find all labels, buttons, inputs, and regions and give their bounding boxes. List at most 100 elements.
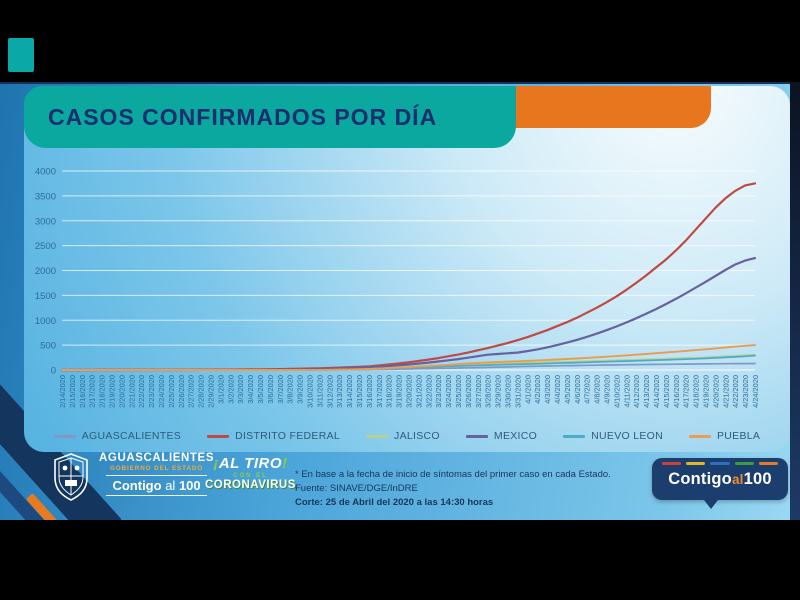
coat-of-arms-icon — [54, 453, 88, 501]
legend-label: MEXICO — [493, 430, 538, 442]
note-basis: * En base a la fecha de inicio de síntom… — [295, 469, 611, 480]
svg-text:3/10/2020: 3/10/2020 — [306, 375, 315, 408]
svg-text:2/22/2020: 2/22/2020 — [137, 375, 146, 408]
svg-text:3/3/2020: 3/3/2020 — [236, 375, 245, 404]
svg-text:4/3/2020: 4/3/2020 — [543, 375, 552, 404]
svg-text:4/13/2020: 4/13/2020 — [642, 375, 651, 408]
svg-text:4/7/2020: 4/7/2020 — [583, 375, 592, 404]
gov-tagline-contigo: Contigo — [112, 478, 162, 493]
svg-text:2/27/2020: 2/27/2020 — [187, 375, 196, 408]
campaign-altiro: AL TIRO — [218, 455, 283, 472]
legend-swatch-icon — [563, 434, 586, 438]
svg-text:2/29/2020: 2/29/2020 — [207, 375, 216, 408]
svg-text:3/24/2020: 3/24/2020 — [444, 375, 453, 408]
svg-text:4/10/2020: 4/10/2020 — [612, 375, 621, 408]
svg-text:1500: 1500 — [35, 291, 56, 302]
svg-text:4/1/2020: 4/1/2020 — [523, 375, 532, 404]
deco-teal-chip — [8, 38, 34, 72]
title-bar: CASOS CONFIRMADOS POR DÍA — [24, 86, 516, 148]
campaign-close-ex: ! — [282, 455, 288, 472]
page-title: CASOS CONFIRMADOS POR DÍA — [48, 103, 438, 130]
svg-text:3/11/2020: 3/11/2020 — [315, 375, 324, 407]
legend-item: DISTRITO FEDERAL — [207, 430, 340, 442]
svg-text:4/4/2020: 4/4/2020 — [553, 375, 562, 404]
svg-text:3/21/2020: 3/21/2020 — [414, 375, 423, 408]
svg-text:2/26/2020: 2/26/2020 — [177, 375, 186, 408]
legend-swatch-icon — [689, 434, 711, 438]
svg-text:4/5/2020: 4/5/2020 — [563, 375, 572, 404]
svg-text:4/19/2020: 4/19/2020 — [702, 375, 711, 408]
legend-item: AGUASCALIENTES — [53, 430, 182, 442]
svg-text:3/12/2020: 3/12/2020 — [325, 375, 334, 408]
svg-text:2500: 2500 — [35, 241, 56, 252]
svg-text:4/20/2020: 4/20/2020 — [711, 375, 720, 408]
svg-text:3/27/2020: 3/27/2020 — [474, 375, 483, 408]
svg-text:4/12/2020: 4/12/2020 — [632, 375, 641, 408]
accent-bar — [505, 86, 711, 128]
gov-subtitle-label: GOBIERNO DEL ESTADO — [109, 465, 204, 472]
government-logo-text: AGUASCALIENTES GOBIERNO DEL ESTADO Conti… — [99, 452, 214, 496]
svg-text:3/8/2020: 3/8/2020 — [286, 375, 295, 404]
svg-text:3/23/2020: 3/23/2020 — [434, 375, 443, 408]
svg-text:4/8/2020: 4/8/2020 — [593, 375, 602, 404]
legend-label: NUEVO LEON — [591, 430, 663, 442]
note-cutoff: Corte: 25 de Abril del 2020 a las 14:30 … — [295, 497, 494, 508]
badge-al: al — [731, 472, 744, 487]
chart-legend: AGUASCALIENTES DISTRITO FEDERAL JALISCO MEX… — [24, 430, 790, 442]
svg-text:4/6/2020: 4/6/2020 — [573, 375, 582, 404]
legend-swatch-icon — [207, 434, 230, 438]
legend-item: JALISCO — [366, 430, 440, 442]
gov-state-label: AGUASCALIENTES — [99, 452, 215, 464]
svg-text:3/6/2020: 3/6/2020 — [266, 375, 275, 404]
legend-swatch-icon — [53, 434, 76, 438]
svg-text:2/23/2020: 2/23/2020 — [147, 375, 156, 408]
badge-contigo: Contigo — [668, 470, 732, 488]
svg-text:3/4/2020: 3/4/2020 — [246, 375, 255, 404]
legend-label: AGUASCALIENTES — [81, 430, 182, 442]
svg-text:3/16/2020: 3/16/2020 — [365, 375, 374, 408]
badge-100: 100 — [743, 470, 772, 488]
badge-dash-icon — [710, 462, 730, 465]
badge-dash-icon — [662, 462, 682, 465]
svg-text:3/2/2020: 3/2/2020 — [226, 375, 235, 404]
svg-text:3/17/2020: 3/17/2020 — [375, 375, 384, 408]
chart-svg: 0 500 1000 1500 2000 2500 3000 3500 4000 2/14/202… — [35, 167, 760, 408]
svg-text:2/20/2020: 2/20/2020 — [117, 375, 126, 408]
svg-text:4/11/2020: 4/11/2020 — [622, 375, 631, 407]
campaign-line2: CON EL — [233, 472, 268, 479]
svg-text:4/15/2020: 4/15/2020 — [662, 375, 671, 408]
source-notes: * En base a la fecha de inicio de síntom… — [295, 468, 611, 510]
svg-text:2/21/2020: 2/21/2020 — [127, 375, 136, 408]
svg-text:3/20/2020: 3/20/2020 — [405, 375, 414, 408]
svg-text:2/25/2020: 2/25/2020 — [167, 375, 176, 408]
deco-right-strip — [790, 82, 800, 520]
svg-text:3/25/2020: 3/25/2020 — [454, 375, 463, 408]
svg-text:3/14/2020: 3/14/2020 — [345, 375, 354, 408]
slide: 0 500 1000 1500 2000 2500 3000 3500 4000 2/14/202… — [0, 82, 790, 520]
svg-text:3/1/2020: 3/1/2020 — [216, 375, 225, 404]
svg-text:3/15/2020: 3/15/2020 — [355, 375, 364, 408]
badge-dash-icon — [758, 462, 779, 465]
campaign-line1: ¡AL TIRO! — [205, 456, 296, 472]
svg-text:3/29/2020: 3/29/2020 — [494, 375, 503, 408]
svg-text:4000: 4000 — [35, 167, 56, 178]
note-source: Fuente: SINAVE/DGE/InDRE — [295, 483, 418, 494]
svg-text:3/5/2020: 3/5/2020 — [256, 375, 265, 404]
svg-text:2/24/2020: 2/24/2020 — [157, 375, 166, 408]
svg-text:3/26/2020: 3/26/2020 — [464, 375, 473, 408]
svg-text:2/18/2020: 2/18/2020 — [98, 375, 107, 408]
svg-text:3/7/2020: 3/7/2020 — [276, 375, 285, 404]
svg-text:4/24/2020: 4/24/2020 — [751, 375, 760, 408]
svg-text:0: 0 — [51, 366, 56, 377]
svg-text:4/17/2020: 4/17/2020 — [682, 375, 691, 408]
bottom-letterbox — [0, 520, 800, 600]
svg-text:4/14/2020: 4/14/2020 — [652, 375, 661, 408]
svg-text:2/19/2020: 2/19/2020 — [108, 375, 117, 408]
svg-text:3/13/2020: 3/13/2020 — [335, 375, 344, 408]
badge-tail — [704, 500, 718, 509]
svg-text:3/19/2020: 3/19/2020 — [395, 375, 404, 408]
svg-text:2/15/2020: 2/15/2020 — [68, 375, 77, 408]
svg-text:3/9/2020: 3/9/2020 — [296, 375, 305, 404]
campaign-open-ex: ¡ — [213, 455, 219, 472]
svg-text:4/18/2020: 4/18/2020 — [692, 375, 701, 408]
